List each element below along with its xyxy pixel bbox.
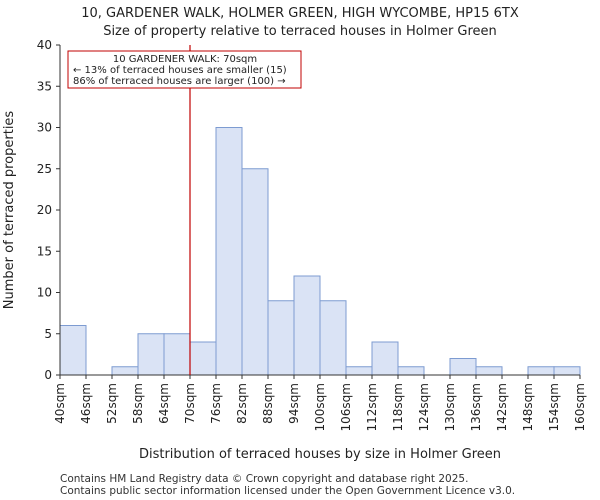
- x-tick-label: 142sqm: [495, 383, 509, 431]
- x-tick-label: 148sqm: [521, 383, 535, 431]
- y-tick-label: 30: [37, 121, 52, 135]
- x-tick-label: 124sqm: [417, 383, 431, 431]
- x-tick-label: 58sqm: [131, 383, 145, 424]
- histogram-bar: [527, 366, 555, 376]
- histogram-bar: [59, 325, 87, 376]
- x-tick-label: 106sqm: [339, 383, 353, 431]
- annotation-smaller: ← 13% of terraced houses are smaller (15…: [73, 65, 287, 76]
- x-axis-label: Distribution of terraced houses by size …: [139, 447, 501, 462]
- annotation-title: 10 GARDENER WALK: 70sqm: [113, 54, 257, 65]
- y-tick-label: 40: [37, 38, 52, 52]
- x-tick-label: 154sqm: [547, 383, 561, 431]
- x-tick-label: 136sqm: [469, 383, 483, 431]
- x-tick-label: 82sqm: [235, 383, 249, 424]
- footer-copyright: Contains HM Land Registry data © Crown c…: [60, 473, 469, 485]
- y-tick-label: 35: [37, 79, 52, 93]
- x-tick-label: 88sqm: [261, 383, 275, 424]
- histogram-bar: [345, 366, 373, 376]
- histogram-bar: [449, 358, 477, 376]
- footer-licence: Contains public sector information licen…: [60, 485, 516, 497]
- annotation-box: [67, 50, 302, 89]
- histogram-bar: [267, 300, 295, 376]
- histogram-bar: [137, 333, 165, 376]
- histogram-bar: [163, 333, 191, 376]
- y-axis-label: Number of terraced properties: [2, 111, 17, 310]
- y-tick-label: 20: [37, 203, 52, 217]
- y-tick-label: 5: [44, 327, 52, 341]
- x-tick-label: 40sqm: [53, 383, 67, 424]
- x-tick-label: 46sqm: [79, 383, 93, 424]
- chart-title-address: 10, GARDENER WALK, HOLMER GREEN, HIGH WY…: [81, 6, 519, 21]
- x-tick-label: 100sqm: [313, 383, 327, 431]
- annotation-larger: 86% of terraced houses are larger (100) …: [73, 76, 286, 87]
- x-tick-label: 64sqm: [157, 383, 171, 424]
- histogram-bar: [475, 366, 503, 376]
- x-tick-label: 112sqm: [365, 383, 379, 431]
- y-tick-label: 15: [37, 244, 52, 258]
- histogram-bar: [241, 168, 269, 376]
- histogram-bar: [293, 275, 321, 376]
- histogram-bar: [371, 341, 399, 376]
- x-tick-label: 118sqm: [391, 383, 405, 431]
- y-tick-label: 10: [37, 286, 52, 300]
- x-tick-label: 76sqm: [209, 383, 223, 424]
- x-tick-label: 160sqm: [573, 383, 587, 431]
- x-tick-label: 94sqm: [287, 383, 301, 424]
- histogram-bar: [553, 366, 581, 376]
- chart-title: Size of property relative to terraced ho…: [103, 24, 497, 39]
- histogram-bar: [111, 366, 139, 376]
- x-tick-label: 52sqm: [105, 383, 119, 424]
- histogram-bar: [215, 127, 243, 376]
- histogram-bar: [397, 366, 425, 376]
- x-tick-label: 130sqm: [443, 383, 457, 431]
- x-tick-label: 70sqm: [183, 383, 197, 424]
- y-tick-label: 0: [44, 368, 52, 382]
- histogram-bar: [319, 300, 347, 376]
- y-tick-label: 25: [37, 162, 52, 176]
- histogram-bar: [189, 341, 217, 376]
